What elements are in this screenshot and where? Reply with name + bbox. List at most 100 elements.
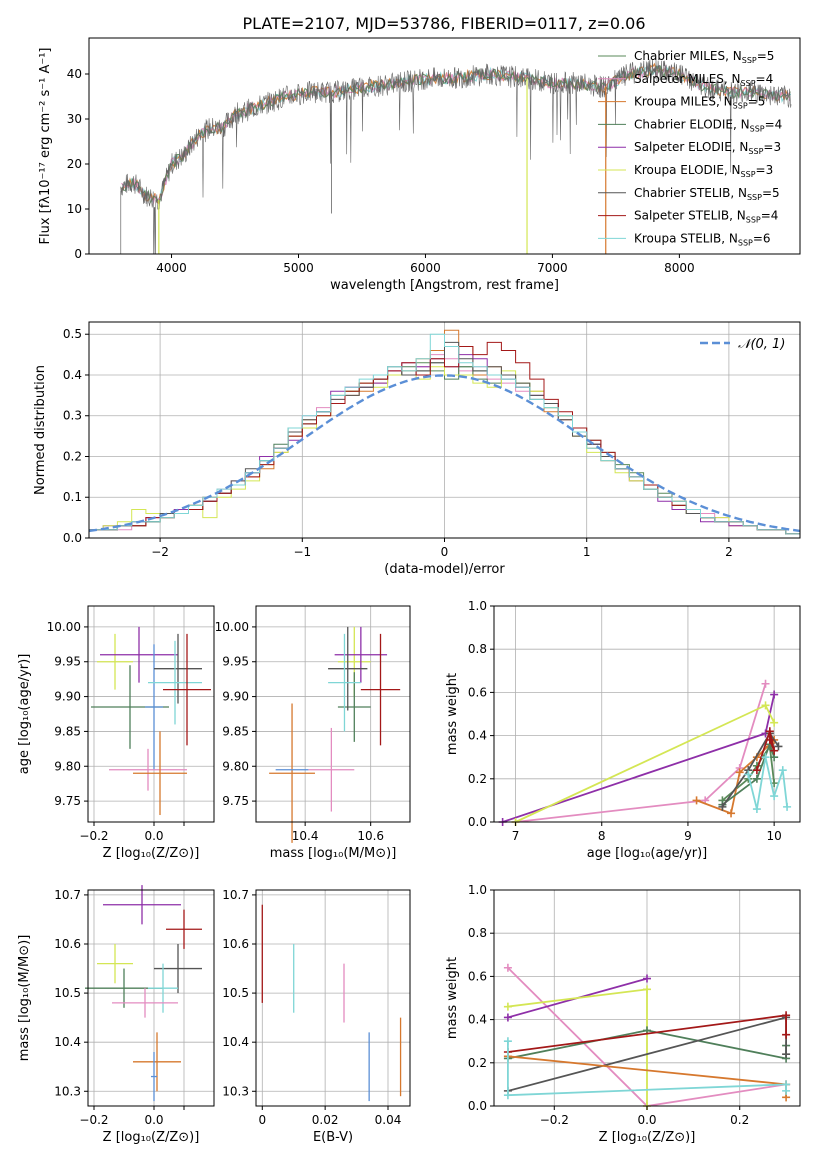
y-tick-label: 0.8 bbox=[468, 642, 487, 656]
error-bar-point bbox=[100, 626, 178, 683]
legend-label: Kroupa STELIB, NSSP=6 bbox=[634, 231, 771, 247]
weight-marker bbox=[503, 1037, 512, 1046]
axes-frame bbox=[87, 889, 215, 1107]
weight-marker bbox=[774, 742, 783, 751]
y-tick-label: 0.4 bbox=[63, 368, 82, 382]
x-axis-label: Z [log₁₀(Z/Z⊙)] bbox=[103, 846, 200, 861]
error-bar-point bbox=[334, 626, 388, 683]
y-tick-label: 10.7 bbox=[222, 888, 249, 902]
plot-area bbox=[261, 904, 402, 1102]
x-tick-label: −0.2 bbox=[79, 829, 108, 843]
plot-area bbox=[269, 626, 401, 843]
y-axis-label: mass [log₁₀(M/M⊙)] bbox=[17, 935, 32, 1062]
model-spectrum-line bbox=[120, 65, 792, 203]
weight-marker bbox=[782, 1086, 791, 1095]
axes-frame bbox=[255, 605, 411, 823]
error-bar-point bbox=[163, 633, 211, 746]
error-bar-point bbox=[148, 963, 178, 1013]
weight-marker bbox=[770, 792, 779, 801]
weight-series bbox=[752, 727, 779, 775]
y-tick-label: 9.80 bbox=[222, 759, 249, 773]
y-tick-label: 10.5 bbox=[54, 986, 81, 1000]
y-tick-label: 0.4 bbox=[468, 729, 487, 743]
weight-marker bbox=[503, 1013, 512, 1022]
y-tick-label: 0.0 bbox=[63, 531, 82, 545]
x-tick-label: 7 bbox=[512, 829, 520, 843]
panel-Z_vs_age: −0.2 0.0 9.75 9.80 9.85 9.90 9.95 10.00 Z [log₁₀… bbox=[17, 605, 215, 861]
plot-area bbox=[89, 329, 800, 538]
x-tick-label: 7000 bbox=[537, 261, 568, 275]
weight-marker bbox=[783, 802, 792, 811]
legend-label: Chabrier ELODIE, NSSP=4 bbox=[634, 117, 782, 133]
weight-marker bbox=[761, 679, 770, 688]
y-tick-label: 40 bbox=[67, 67, 82, 81]
weight-marker bbox=[782, 1050, 791, 1059]
error-bar-point bbox=[166, 909, 202, 949]
x-tick-label: 9 bbox=[684, 829, 692, 843]
y-tick-label: 10.4 bbox=[54, 1035, 81, 1049]
weight-line bbox=[515, 704, 775, 823]
x-axis-label: mass [log₁₀(M/M⊙)] bbox=[270, 846, 397, 861]
weight-marker bbox=[765, 735, 774, 744]
y-tick-label: 1.0 bbox=[468, 599, 487, 613]
panel-Z_vs_weight: −0.2 0.0 0.2 0.0 0.2 0.4 0.6 0.8 1.0 Z [log₁₀(Z/Z… bbox=[445, 883, 801, 1145]
x-tick-label: 0 bbox=[258, 1113, 266, 1127]
x-tick-label: 4000 bbox=[156, 261, 187, 275]
error-bar-point bbox=[148, 640, 202, 725]
x-tick-label: 10.4 bbox=[292, 829, 319, 843]
y-tick-label: 9.95 bbox=[222, 655, 249, 669]
x-tick-label: 2 bbox=[725, 545, 733, 559]
plot-area bbox=[503, 963, 791, 1110]
error-bar-point bbox=[97, 944, 133, 984]
y-tick-label: 10.5 bbox=[222, 986, 249, 1000]
error-bar-point bbox=[360, 633, 401, 746]
y-tick-label: 0.3 bbox=[63, 409, 82, 423]
y-tick-label: 10.6 bbox=[54, 937, 81, 951]
weight-marker bbox=[770, 718, 779, 727]
plot-area bbox=[120, 59, 792, 254]
y-tick-label: 0.5 bbox=[63, 327, 82, 341]
legend-label: Chabrier MILES, NSSP=5 bbox=[634, 49, 774, 65]
y-tick-label: 10 bbox=[67, 202, 82, 216]
x-tick-label: −0.2 bbox=[540, 1113, 569, 1127]
y-tick-label: 10.6 bbox=[222, 937, 249, 951]
weight-marker bbox=[770, 746, 779, 755]
x-axis-label: (data-model)/error bbox=[384, 562, 505, 577]
weight-series bbox=[692, 735, 779, 818]
legend-label: Salpeter MILES, NSSP=4 bbox=[634, 72, 773, 88]
weight-line bbox=[507, 988, 648, 1106]
weight-marker bbox=[761, 701, 770, 710]
weight-marker bbox=[503, 1002, 512, 1011]
y-tick-label: 9.90 bbox=[54, 690, 81, 704]
weight-marker bbox=[765, 727, 774, 736]
x-tick-label: 0.02 bbox=[312, 1113, 339, 1127]
y-tick-label: 10.7 bbox=[54, 888, 81, 902]
weight-series bbox=[498, 690, 779, 826]
error-bar-point bbox=[112, 988, 178, 1018]
error-bar-point bbox=[151, 1052, 157, 1102]
weight-series bbox=[503, 1037, 791, 1100]
weight-marker bbox=[643, 985, 651, 994]
y-axis-label: Flux [fλ10⁻¹⁷ erg cm⁻² s⁻¹ A⁻¹] bbox=[38, 48, 53, 245]
weight-marker bbox=[744, 770, 753, 779]
plot-area bbox=[498, 679, 792, 826]
axes-frame bbox=[87, 605, 215, 823]
y-tick-label: 0.2 bbox=[63, 449, 82, 463]
weight-series bbox=[744, 753, 792, 814]
y-tick-label: 10.4 bbox=[222, 1035, 249, 1049]
y-tick-label: 0.2 bbox=[468, 1056, 487, 1070]
error-bar-point bbox=[154, 633, 202, 704]
error-bar-point bbox=[109, 748, 187, 791]
x-axis-label: wavelength [Angstrom, rest frame] bbox=[330, 278, 559, 293]
panel-age_vs_weight: 7 8 9 10 0.0 0.2 0.4 0.6 0.8 1.0 age [log₁₀(age/yr… bbox=[445, 599, 801, 861]
x-tick-label: 8 bbox=[598, 829, 606, 843]
panel-residuals: −2 −1 0 1 2 0.0 0.1 0.2 0.3 0.4 0.5 (data-model)/er… bbox=[33, 321, 801, 577]
panel-ebv_vs_mass: 0 0.02 0.04 10.3 10.4 10.5 10.6 10.7 E(B-V) bbox=[222, 888, 411, 1145]
x-tick-label: 0.2 bbox=[730, 1113, 749, 1127]
y-tick-label: 9.85 bbox=[54, 724, 81, 738]
weight-marker bbox=[770, 690, 779, 699]
y-tick-label: 0 bbox=[74, 247, 82, 261]
x-tick-label: 10.6 bbox=[357, 829, 384, 843]
y-tick-label: 10.00 bbox=[215, 620, 249, 634]
